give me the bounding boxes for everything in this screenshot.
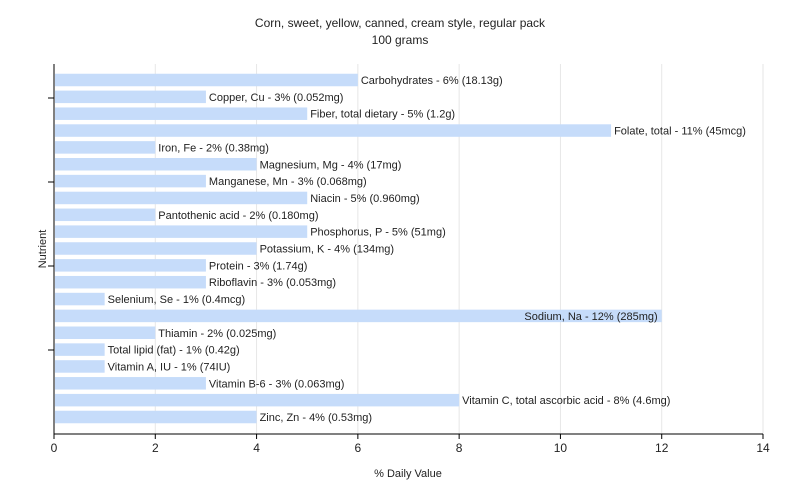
bars: Carbohydrates - 6% (18.13g) Copper, Cu - … xyxy=(55,73,746,424)
bar-label: Sodium, Na - 12% (285mg) xyxy=(524,311,657,323)
x-tick-label: 4 xyxy=(253,441,260,455)
x-tick-label: 10 xyxy=(554,441,568,455)
bar-label: Zinc, Zn - 4% (0.53mg) xyxy=(260,412,372,424)
bar-label: Protein - 3% (1.74g) xyxy=(209,260,307,272)
bar-label: Potassium, K - 4% (134mg) xyxy=(260,244,395,256)
bar xyxy=(55,124,612,137)
bar-label: Copper, Cu - 3% (0.052mg) xyxy=(209,92,344,104)
bar-label: Iron, Fe - 2% (0.38mg) xyxy=(158,142,269,154)
bar-label: Vitamin A, IU - 1% (74IU) xyxy=(108,361,231,373)
bar-label: Pantothenic acid - 2% (0.180mg) xyxy=(158,210,318,222)
bar-label: Fiber, total dietary - 5% (1.2g) xyxy=(310,109,455,121)
bar-label: Magnesium, Mg - 4% (17mg) xyxy=(260,159,402,171)
chart-title: Corn, sweet, yellow, canned, cream style… xyxy=(255,16,546,30)
x-tick-label: 8 xyxy=(456,441,463,455)
bar-label: Vitamin C, total ascorbic acid - 8% (4.6… xyxy=(462,395,670,407)
bar xyxy=(55,141,156,154)
bar xyxy=(55,292,105,306)
bar xyxy=(55,191,308,205)
bar-label: Manganese, Mn - 3% (0.068mg) xyxy=(209,176,367,188)
bar-label: Folate, total - 11% (45mcg) xyxy=(614,126,746,138)
bar-label: Selenium, Se - 1% (0.4mcg) xyxy=(108,294,246,306)
bar-label: Thiamin - 2% (0.025mg) xyxy=(158,328,276,340)
bar xyxy=(55,259,206,272)
bar xyxy=(55,275,206,289)
bar xyxy=(55,343,105,356)
bar xyxy=(55,242,257,255)
bar xyxy=(55,309,662,323)
chart-subtitle: 100 grams xyxy=(372,33,429,47)
bar xyxy=(55,393,460,407)
bar xyxy=(55,107,308,120)
bar xyxy=(55,90,206,104)
bar-label: Carbohydrates - 6% (18.13g) xyxy=(361,75,503,87)
bar xyxy=(55,73,358,87)
bar xyxy=(55,174,206,188)
x-tick-label: 0 xyxy=(51,441,58,455)
x-tick-label: 6 xyxy=(355,441,362,455)
bar xyxy=(55,225,308,238)
axes: 0 2 4 6 8 10 12 14 xyxy=(48,64,770,455)
bar xyxy=(55,377,206,390)
y-axis-title: Nutrient xyxy=(37,230,49,269)
bar-label: Total lipid (fat) - 1% (0.42g) xyxy=(108,345,240,357)
bar xyxy=(55,158,257,171)
bar xyxy=(55,326,156,339)
bar-label: Niacin - 5% (0.960mg) xyxy=(310,193,419,205)
bar-label: Vitamin B-6 - 3% (0.063mg) xyxy=(209,378,345,390)
x-tick-label: 14 xyxy=(756,441,770,455)
bar-label: Riboflavin - 3% (0.053mg) xyxy=(209,277,336,289)
bar xyxy=(55,410,257,424)
bar xyxy=(55,208,156,222)
x-tick-label: 2 xyxy=(152,441,159,455)
x-axis-title: % Daily Value xyxy=(374,468,442,480)
bar-label: Phosphorus, P - 5% (51mg) xyxy=(310,227,446,239)
bar xyxy=(55,360,105,373)
x-tick-label: 12 xyxy=(655,441,669,455)
